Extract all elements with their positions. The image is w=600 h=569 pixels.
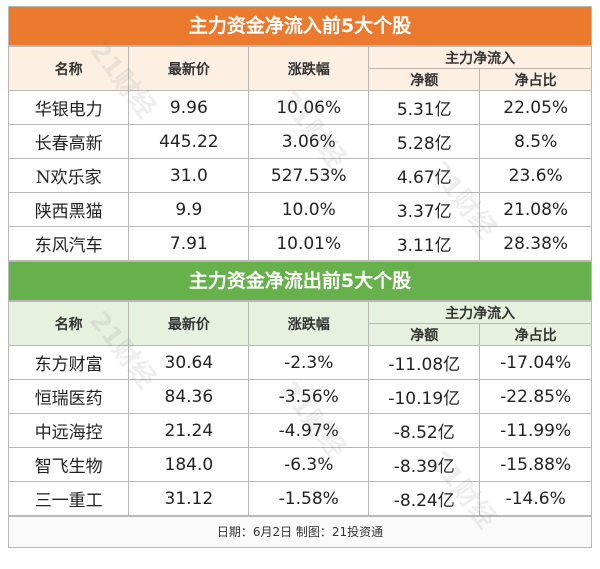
inflow-table: 名称 最新价 涨跌幅 主力净流入 净额 净占比 华银电力 9.96 10.06% 5.… [9, 46, 591, 261]
cell-name: 长春高新 [9, 124, 130, 159]
cell-name: 恒瑞医药 [9, 379, 130, 414]
header-netflow: 主力净流入 [368, 46, 591, 69]
cell-change: 10.0% [248, 192, 370, 227]
cell-ratio: 22.05% [479, 90, 591, 125]
header-amount: 净额 [368, 323, 481, 346]
table-row: 恒瑞医药 84.36 -3.56% -10.19亿 -22.85% [9, 379, 591, 414]
cell-amount: 5.28亿 [368, 124, 481, 159]
cell-price: 21.24 [128, 413, 250, 448]
cell-price: 7.91 [128, 226, 250, 261]
cell-amount: -8.52亿 [368, 413, 481, 448]
cell-price: 445.22 [128, 124, 250, 159]
cell-price: 184.0 [128, 447, 250, 482]
cell-name: 三一重工 [9, 481, 130, 516]
cell-ratio: -22.85% [479, 379, 591, 414]
inflow-section: 主力资金净流入前5大个股 名称 最新价 涨跌幅 主力净流入 净额 净占比 华银电… [8, 6, 592, 261]
header-netflow: 主力净流入 [368, 301, 591, 324]
cell-change: -2.3% [248, 345, 370, 380]
table-row: N欢乐家 31.0 527.53% 4.67亿 23.6% [9, 158, 591, 193]
cell-change: 3.06% [248, 124, 370, 159]
footer-credit: 日期：6月2日 制图：21投资通 [8, 516, 592, 548]
cell-ratio: 21.08% [479, 192, 591, 227]
cell-ratio: -17.04% [479, 345, 591, 380]
cell-change: 527.53% [248, 158, 370, 193]
header-price: 最新价 [128, 301, 250, 346]
cell-price: 9.9 [128, 192, 250, 227]
cell-name: N欢乐家 [9, 158, 130, 193]
header-amount: 净额 [368, 68, 481, 91]
cell-amount: -8.24亿 [368, 481, 481, 516]
header-price: 最新价 [128, 46, 250, 91]
cell-price: 9.96 [128, 90, 250, 125]
cell-change: 10.06% [248, 90, 370, 125]
cell-amount: 4.67亿 [368, 158, 481, 193]
cell-ratio: 23.6% [479, 158, 591, 193]
table-row: 三一重工 31.12 -1.58% -8.24亿 -14.6% [9, 481, 591, 516]
table-row: 长春高新 445.22 3.06% 5.28亿 8.5% [9, 124, 591, 159]
table-row: 中远海控 21.24 -4.97% -8.52亿 -11.99% [9, 413, 591, 448]
cell-name: 东方财富 [9, 345, 130, 380]
cell-price: 30.64 [128, 345, 250, 380]
cell-amount: 3.11亿 [368, 226, 481, 261]
cell-name: 中远海控 [9, 413, 130, 448]
cell-price: 84.36 [128, 379, 250, 414]
table-row: 智飞生物 184.0 -6.3% -8.39亿 -15.88% [9, 447, 591, 482]
cell-ratio: 28.38% [479, 226, 591, 261]
header-name: 名称 [9, 46, 130, 91]
inflow-title: 主力资金净流入前5大个股 [9, 7, 591, 46]
cell-ratio: 8.5% [479, 124, 591, 159]
table-row: 陕西黑猫 9.9 10.0% 3.37亿 21.08% [9, 192, 591, 227]
header-change: 涨跌幅 [248, 301, 370, 346]
outflow-table: 名称 最新价 涨跌幅 主力净流入 净额 净占比 东方财富 30.64 -2.3% -1… [9, 301, 591, 516]
cell-change: -4.97% [248, 413, 370, 448]
cell-amount: -8.39亿 [368, 447, 481, 482]
table-row: 东风汽车 7.91 10.01% 3.11亿 28.38% [9, 226, 591, 261]
cell-amount: -10.19亿 [368, 379, 481, 414]
cell-price: 31.0 [128, 158, 250, 193]
cell-change: -1.58% [248, 481, 370, 516]
header-ratio: 净占比 [479, 68, 591, 91]
cell-change: -6.3% [248, 447, 370, 482]
outflow-title: 主力资金净流出前5大个股 [9, 262, 591, 301]
cell-ratio: -11.99% [479, 413, 591, 448]
cell-name: 华银电力 [9, 90, 130, 125]
cell-ratio: -14.6% [479, 481, 591, 516]
cell-change: 10.01% [248, 226, 370, 261]
outflow-section: 主力资金净流出前5大个股 名称 最新价 涨跌幅 主力净流入 净额 净占比 东方财… [8, 261, 592, 516]
cell-amount: 3.37亿 [368, 192, 481, 227]
cell-name: 智飞生物 [9, 447, 130, 482]
header-name: 名称 [9, 301, 130, 346]
header-change: 涨跌幅 [248, 46, 370, 91]
cell-amount: 5.31亿 [368, 90, 481, 125]
cell-price: 31.12 [128, 481, 250, 516]
table-row: 东方财富 30.64 -2.3% -11.08亿 -17.04% [9, 345, 591, 380]
cell-ratio: -15.88% [479, 447, 591, 482]
cell-name: 陕西黑猫 [9, 192, 130, 227]
header-ratio: 净占比 [479, 323, 591, 346]
cell-change: -3.56% [248, 379, 370, 414]
cell-amount: -11.08亿 [368, 345, 481, 380]
table-row: 华银电力 9.96 10.06% 5.31亿 22.05% [9, 90, 591, 125]
cell-name: 东风汽车 [9, 226, 130, 261]
